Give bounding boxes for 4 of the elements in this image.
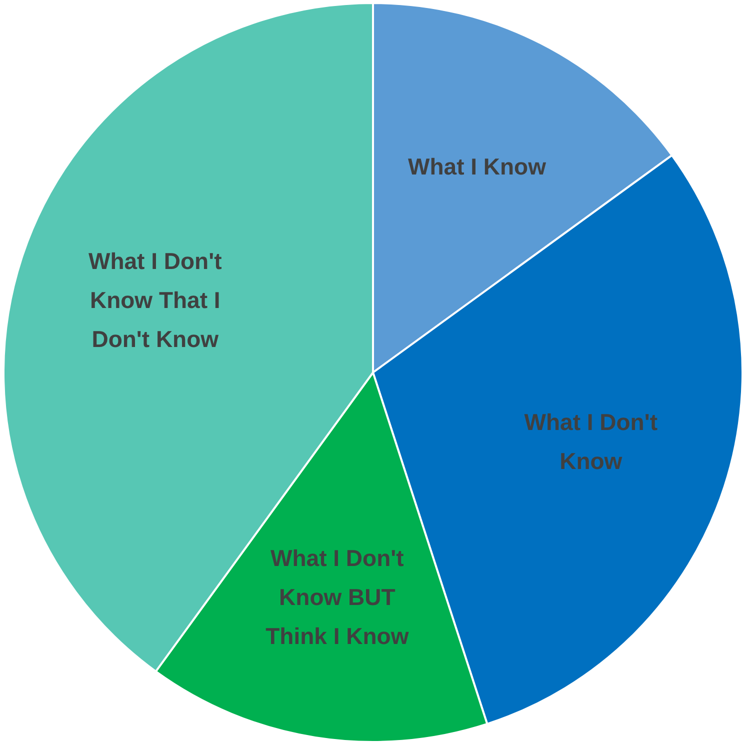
slice-label: What I Don't Know BUT Think I Know: [266, 545, 409, 650]
slice-label: What I Don't Know: [524, 409, 658, 474]
slice-label: What I Know: [408, 154, 546, 180]
slice-label: What I Don't Know That I Don't Know: [88, 248, 222, 352]
